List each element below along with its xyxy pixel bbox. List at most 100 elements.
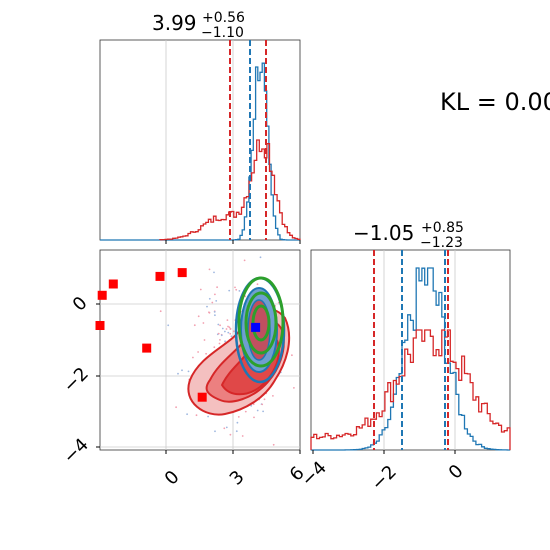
sample-dot [253, 416, 255, 419]
sample-dot [197, 351, 200, 353]
sample-dot [256, 409, 259, 412]
panel-2d [95, 249, 301, 454]
sample-dot [243, 259, 246, 262]
sample-dot [213, 271, 215, 274]
sample-dot [229, 332, 232, 335]
title-param2-sup: +0.85 [421, 220, 464, 236]
red-marker [97, 290, 107, 300]
sample-dot [228, 289, 231, 292]
sample-dot [259, 256, 262, 259]
sample-dot [205, 352, 208, 355]
title-param2: −1.05 [353, 221, 414, 245]
sample-dot [230, 335, 233, 338]
hist-series-blue [311, 267, 510, 451]
sample-dot [235, 430, 238, 433]
sample-dot [229, 327, 232, 330]
sample-dot [261, 403, 264, 406]
title-param1: 3.99 [152, 11, 197, 35]
sample-dot [219, 324, 222, 327]
sample-dot [214, 430, 216, 433]
sample-dot [159, 310, 162, 313]
sample-dot [226, 319, 229, 321]
panel-hist-param2 [310, 249, 511, 454]
green-contour [237, 276, 285, 368]
y-tick-label: −4 [59, 434, 93, 468]
sample-dot [195, 414, 198, 417]
title-param1-sup: +0.56 [202, 10, 245, 26]
sample-dot [225, 328, 228, 330]
sample-dot [203, 339, 206, 341]
sample-dot [221, 327, 224, 330]
sample-dot [250, 404, 253, 407]
panel-hist-param1 [99, 39, 301, 244]
sample-dot [235, 288, 238, 291]
sample-dot [217, 332, 220, 335]
sample-dot [232, 330, 235, 333]
sample-dot [215, 300, 218, 302]
sample-dot [256, 283, 259, 286]
green-contour [244, 291, 278, 355]
hist-series-blue [100, 62, 300, 241]
sample-dot [263, 398, 266, 401]
sample-dot [220, 334, 223, 337]
sample-dot [197, 315, 200, 318]
sample-dot [217, 323, 220, 326]
red-marker [177, 268, 187, 278]
sample-dot [225, 426, 228, 429]
sample-dot [219, 339, 221, 341]
sample-dot [193, 324, 196, 327]
sample-dot [207, 415, 210, 418]
sample-dot [181, 369, 183, 372]
sample-dot [211, 301, 214, 304]
sample-dot [293, 387, 295, 389]
x-tick-label: −2 [367, 461, 401, 495]
sample-dot [167, 324, 170, 327]
sample-dot [223, 427, 226, 430]
sample-dot [234, 286, 236, 289]
sample-dot [291, 354, 293, 357]
sample-dot [272, 395, 274, 397]
sample-dot [213, 311, 216, 313]
sample-dot [199, 288, 202, 291]
title-param1-sub: −1.10 [201, 25, 244, 41]
sample-dot [206, 305, 208, 308]
sample-dot [229, 433, 232, 436]
x-tick-label: 3 [226, 467, 249, 490]
x-tick-label: 0 [161, 467, 184, 490]
sample-dot [238, 290, 241, 292]
red-marker [142, 343, 152, 353]
sample-dot [208, 311, 210, 314]
red-marker [197, 392, 207, 402]
x-tick-label: −4 [297, 457, 331, 491]
sample-dot [244, 410, 247, 413]
red-marker [155, 271, 165, 281]
sample-dot [177, 372, 179, 375]
sample-dot [227, 331, 230, 334]
x-tick-label: 0 [445, 461, 468, 484]
sample-dot [202, 322, 205, 324]
sample-dot [237, 416, 240, 418]
panel-frame [99, 39, 301, 241]
kl-text: KL = 0.00 [440, 88, 550, 116]
hist-series-red [310, 329, 511, 450]
sample-dot [227, 325, 229, 328]
sample-dot [224, 340, 227, 343]
sample-dot [216, 286, 219, 289]
sample-dot [272, 443, 275, 446]
panel-frame [310, 249, 511, 451]
sample-dot [186, 413, 189, 416]
sample-dot [192, 356, 194, 359]
red-marker [108, 279, 118, 289]
sample-dot [236, 421, 239, 424]
sample-dot [208, 297, 211, 300]
blue-marker [251, 322, 261, 332]
sample-dot [208, 268, 211, 271]
sample-dot [218, 342, 221, 345]
sample-dot [224, 330, 226, 333]
sample-dot [213, 346, 216, 349]
sample-dot [187, 370, 190, 373]
y-tick-label: 0 [69, 293, 92, 316]
sample-dot [241, 435, 244, 437]
sample-dot [214, 293, 216, 296]
